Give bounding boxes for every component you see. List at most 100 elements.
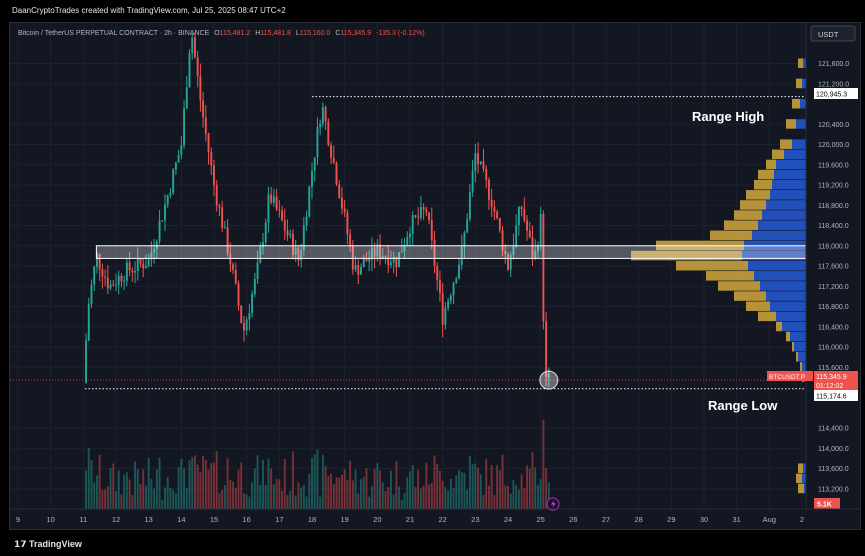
price-tick-label: 119,200.0 bbox=[818, 183, 849, 190]
time-tick-label: 14 bbox=[177, 515, 185, 524]
volume-tag bbox=[814, 498, 840, 509]
tradingview-logo: 𝟭𝟳 TradingView bbox=[14, 539, 82, 550]
volume-bar bbox=[164, 487, 166, 509]
candle-body bbox=[349, 234, 352, 247]
volume-bar bbox=[517, 489, 520, 509]
candle-body bbox=[166, 195, 169, 205]
candle-body bbox=[248, 312, 251, 320]
candle-body bbox=[376, 244, 379, 257]
profile-bar-blue bbox=[784, 149, 806, 160]
time-tick-label: 31 bbox=[732, 515, 740, 524]
time-tick-label: 15 bbox=[210, 515, 218, 524]
candle-body bbox=[324, 107, 327, 122]
candle-body bbox=[547, 373, 550, 378]
price-chart[interactable]: Bitcoin / TetherUS PERPETUAL CONTRACT · … bbox=[10, 23, 860, 529]
volume-bar bbox=[237, 469, 240, 509]
candle-body bbox=[202, 100, 205, 118]
price-tick-label: 116,800.0 bbox=[818, 304, 849, 311]
volume-bar bbox=[131, 494, 134, 509]
volume-bar bbox=[150, 478, 153, 509]
volume-bar bbox=[242, 493, 245, 509]
volume-bar bbox=[155, 469, 158, 509]
volume-bar bbox=[161, 499, 164, 509]
volume-bar bbox=[398, 486, 401, 509]
profile-bar-blue bbox=[760, 281, 806, 291]
volume-bar bbox=[422, 486, 425, 509]
candle-body bbox=[512, 245, 515, 256]
profile-bar-blue bbox=[794, 341, 806, 352]
time-tick-label: 27 bbox=[602, 515, 610, 524]
currency-button[interactable] bbox=[810, 25, 856, 42]
time-tick-label: 30 bbox=[700, 515, 708, 524]
candle-body bbox=[262, 242, 264, 248]
candle-body bbox=[174, 162, 177, 170]
profile-bar-gold bbox=[786, 119, 796, 129]
chart-panel[interactable]: Bitcoin / TetherUS PERPETUAL CONTRACT · … bbox=[9, 22, 861, 530]
volume-bar bbox=[139, 484, 142, 509]
last-price-text: 115,345.9 bbox=[816, 374, 847, 381]
volume-bar bbox=[177, 467, 180, 509]
time-axis[interactable]: 9 10 11 12 13 14 15 16 17 18 19 20 21 22 23 24 25 26 27 28 2… bbox=[10, 508, 860, 529]
candle-body bbox=[520, 207, 523, 210]
candle-body bbox=[313, 157, 316, 172]
candle-body bbox=[419, 207, 422, 218]
volume-bar bbox=[117, 470, 120, 509]
alert-icon[interactable] bbox=[546, 497, 560, 511]
candle-body bbox=[384, 256, 387, 258]
candle-body bbox=[479, 161, 482, 165]
candle-body bbox=[498, 217, 501, 231]
volume-bar bbox=[406, 477, 409, 509]
price-tick-label: 114,400.0 bbox=[818, 426, 849, 433]
candle-body bbox=[387, 257, 390, 266]
volume-bar bbox=[496, 465, 499, 509]
volume-bar bbox=[368, 496, 371, 509]
candle-body bbox=[452, 282, 455, 296]
countdown-text: 01:12:02 bbox=[816, 383, 843, 390]
candle-body bbox=[259, 247, 262, 263]
candle-body bbox=[191, 37, 194, 54]
candle-body bbox=[229, 253, 232, 265]
candle-body bbox=[120, 275, 123, 282]
candle-body bbox=[493, 206, 496, 212]
candle-body bbox=[131, 270, 134, 273]
volume-bar bbox=[134, 461, 137, 509]
volume-bar bbox=[221, 489, 224, 509]
profile-bar-gold bbox=[780, 139, 792, 149]
volume-bar bbox=[213, 462, 215, 509]
volume-bar bbox=[300, 487, 303, 509]
volume-bar bbox=[430, 482, 433, 509]
candle-body bbox=[430, 220, 433, 240]
candle-body bbox=[400, 251, 403, 253]
volume-bar bbox=[387, 487, 390, 509]
candle-body bbox=[321, 107, 324, 124]
price-tick-label: 120,400.0 bbox=[818, 122, 849, 129]
candle-body bbox=[485, 168, 488, 180]
volume-bar bbox=[125, 472, 128, 509]
volume-bar bbox=[234, 487, 237, 509]
profile-bar-blue bbox=[766, 200, 806, 210]
volume-bar bbox=[193, 455, 196, 509]
candle-body bbox=[338, 184, 341, 198]
candle-body bbox=[515, 225, 518, 246]
volume-bar bbox=[381, 482, 384, 509]
time-tick-label: 11 bbox=[79, 515, 87, 524]
profile-bar-gold bbox=[796, 352, 798, 362]
volume-bar bbox=[169, 487, 172, 509]
candle-body bbox=[351, 246, 354, 270]
profile-bar-gold bbox=[734, 210, 762, 220]
volume-bar bbox=[411, 465, 414, 509]
price-axis[interactable]: USDT 121,600.0 121,200.0 120,400.0 120,000.… bbox=[767, 23, 860, 529]
candle-body bbox=[542, 214, 545, 322]
time-tick-label: 9 bbox=[16, 515, 20, 524]
volume-bar bbox=[144, 485, 147, 509]
candle-body bbox=[409, 233, 411, 238]
profile-bar-gold bbox=[792, 341, 794, 352]
volume-bar bbox=[93, 482, 96, 509]
candle-body bbox=[365, 258, 368, 262]
volume-bar bbox=[354, 469, 357, 509]
candle-body bbox=[373, 247, 376, 257]
volume-bar bbox=[493, 494, 496, 509]
candle-body bbox=[504, 250, 507, 255]
candle-body bbox=[240, 305, 243, 324]
candle-body bbox=[142, 263, 145, 269]
